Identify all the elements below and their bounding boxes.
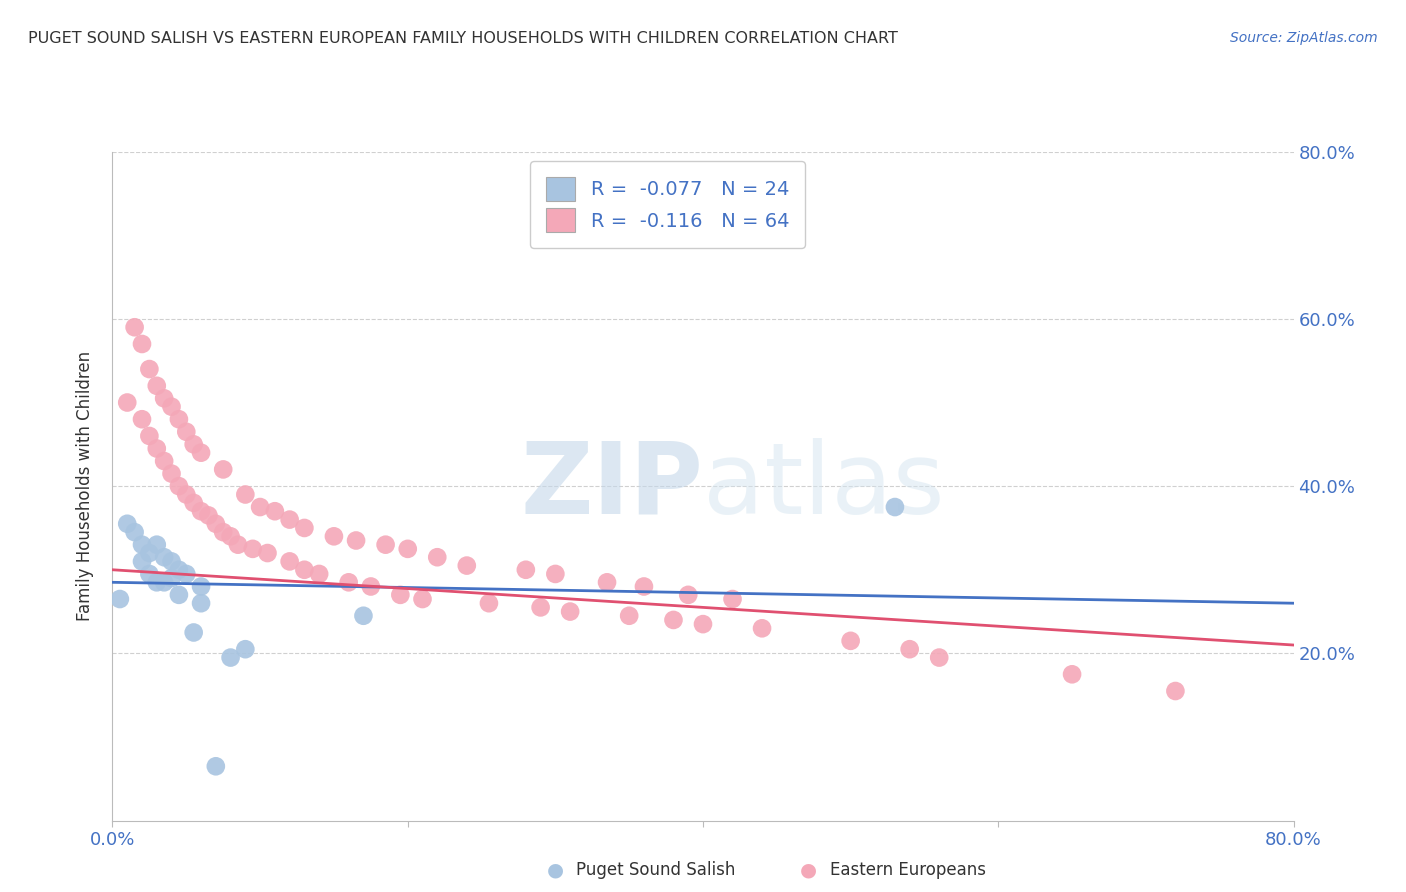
Point [515,563,537,577]
Point [1062,667,1084,681]
Point [619,608,641,623]
Point [167,563,190,577]
Point [167,588,190,602]
Point [884,500,907,514]
Text: atlas: atlas [703,438,945,534]
Text: Source: ZipAtlas.com: Source: ZipAtlas.com [1230,31,1378,45]
Point [264,504,287,518]
Point [153,454,176,468]
Point [558,605,582,619]
Point [292,521,315,535]
Point [205,516,228,531]
Legend: R =  -0.077   N = 24, R =  -0.116   N = 64: R = -0.077 N = 24, R = -0.116 N = 64 [530,161,804,248]
Point [374,538,396,552]
Text: ●: ● [547,860,564,880]
Point [138,362,160,376]
Point [153,550,176,565]
Point [146,575,169,590]
Point [160,467,183,481]
Point [278,512,301,526]
Point [153,392,176,406]
Point [256,546,278,560]
Point [898,642,921,657]
Point [131,554,153,568]
Point [478,596,501,610]
Point [174,487,197,501]
Point [396,541,419,556]
Point [1164,684,1187,698]
Point [721,592,744,607]
Text: Puget Sound Salish: Puget Sound Salish [576,861,735,879]
Point [117,516,138,531]
Point [928,650,950,665]
Point [167,412,190,426]
Point [131,412,153,426]
Point [183,437,205,451]
Point [131,337,153,351]
Point [174,425,197,439]
Point [456,558,478,573]
Point [389,588,412,602]
Point [190,446,212,460]
Point [360,580,382,594]
Point [167,479,190,493]
Text: ●: ● [800,860,817,880]
Point [692,617,714,632]
Point [219,529,242,543]
Point [174,566,197,581]
Point [278,554,301,568]
Point [160,554,183,568]
Point [183,625,205,640]
Point [839,633,862,648]
Point [197,508,219,523]
Point [337,575,360,590]
Point [212,525,235,540]
Point [344,533,367,548]
Point [124,525,146,540]
Point [529,600,551,615]
Point [160,571,183,585]
Point [153,575,176,590]
Y-axis label: Family Households with Children: Family Households with Children [76,351,94,621]
Point [596,575,619,590]
Point [212,462,235,476]
Point [190,580,212,594]
Text: Eastern Europeans: Eastern Europeans [830,861,986,879]
Point [544,566,567,581]
Point [411,592,433,607]
Point [138,566,160,581]
Point [226,538,249,552]
Point [146,538,169,552]
Point [426,550,449,565]
Point [249,500,271,514]
Point [108,592,131,607]
Point [146,442,169,456]
Point [117,395,138,409]
Point [352,608,374,623]
Point [138,429,160,443]
Text: ZIP: ZIP [520,438,703,534]
Point [233,487,256,501]
Point [292,563,315,577]
Text: PUGET SOUND SALISH VS EASTERN EUROPEAN FAMILY HOUSEHOLDS WITH CHILDREN CORRELATI: PUGET SOUND SALISH VS EASTERN EUROPEAN F… [28,31,898,46]
Point [190,596,212,610]
Point [633,580,655,594]
Point [678,588,700,602]
Point [160,400,183,414]
Point [146,378,169,392]
Point [308,566,330,581]
Point [662,613,685,627]
Point [124,320,146,334]
Point [131,538,153,552]
Point [242,541,264,556]
Point [219,650,242,665]
Point [205,759,228,773]
Point [138,546,160,560]
Point [183,496,205,510]
Point [233,642,256,657]
Point [751,621,773,635]
Point [190,504,212,518]
Point [323,529,346,543]
